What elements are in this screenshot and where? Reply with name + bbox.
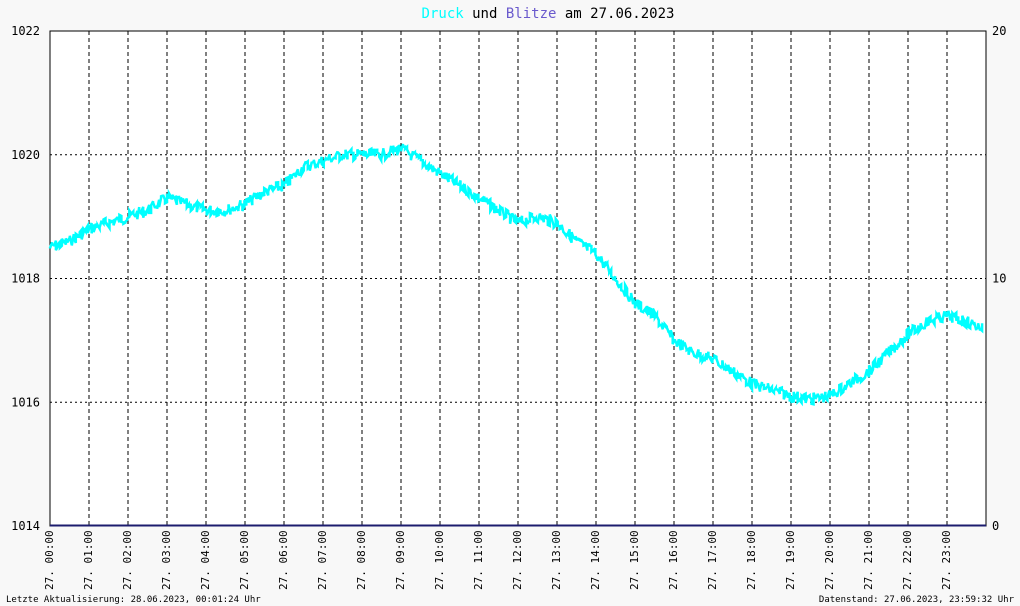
footer-data-state: Datenstand: 27.06.2023, 23:59:32 Uhr xyxy=(819,595,1015,605)
x-tick-label: 27. 15:00 xyxy=(628,530,641,590)
title-lightning: Blitze xyxy=(506,6,557,22)
x-tick-label: 27. 04:00 xyxy=(199,530,212,590)
pressure-series-line xyxy=(48,143,984,407)
x-tick-label: 27. 23:00 xyxy=(940,530,953,590)
x-tick-label: 27. 19:00 xyxy=(784,530,797,590)
y-right-tick-label: 0 xyxy=(992,519,999,533)
x-tick-label: 27. 21:00 xyxy=(862,530,875,590)
x-tick-label: 27. 08:00 xyxy=(355,530,368,590)
footer-last-update: Letzte Aktualisierung: 28.06.2023, 00:01… xyxy=(6,595,261,605)
x-tick-label: 27. 01:00 xyxy=(82,530,95,590)
x-tick-label: 27. 10:00 xyxy=(433,530,446,590)
y-left-tick-label: 1018 xyxy=(11,272,40,286)
y-right-tick-label: 20 xyxy=(992,24,1006,38)
x-tick-label: 27. 06:00 xyxy=(277,530,290,590)
x-tick-label: 27. 09:00 xyxy=(394,530,407,590)
y-right-tick-label: 10 xyxy=(992,272,1006,286)
title-and: und xyxy=(464,6,506,22)
title-date: am 27.06.2023 xyxy=(556,6,674,22)
x-tick-label: 27. 17:00 xyxy=(706,530,719,590)
x-tick-label: 27. 03:00 xyxy=(160,530,173,590)
x-tick-label: 27. 00:00 xyxy=(43,530,56,590)
series-layer xyxy=(48,143,986,527)
x-tick-label: 27. 14:00 xyxy=(589,530,602,590)
title-pressure: Druck xyxy=(422,6,465,22)
y-left-tick-label: 1014 xyxy=(11,519,40,533)
x-tick-label: 27. 16:00 xyxy=(667,530,680,590)
x-tick-label: 27. 07:00 xyxy=(316,530,329,590)
chart-title: Druck und Blitze am 27.06.2023 xyxy=(422,6,675,22)
x-tick-label: 27. 12:00 xyxy=(511,530,524,590)
y-left-tick-label: 1020 xyxy=(11,148,40,162)
y-left-tick-label: 1016 xyxy=(11,395,40,409)
x-tick-label: 27. 02:00 xyxy=(121,530,134,590)
grid xyxy=(50,31,986,526)
x-tick-label: 27. 05:00 xyxy=(238,530,251,590)
x-tick-label: 27. 18:00 xyxy=(745,530,758,590)
x-tick-label: 27. 11:00 xyxy=(472,530,485,590)
x-tick-label: 27. 13:00 xyxy=(550,530,563,590)
x-tick-label: 27. 20:00 xyxy=(823,530,836,590)
y-left-tick-label: 1022 xyxy=(11,24,40,38)
x-tick-label: 27. 22:00 xyxy=(901,530,914,590)
